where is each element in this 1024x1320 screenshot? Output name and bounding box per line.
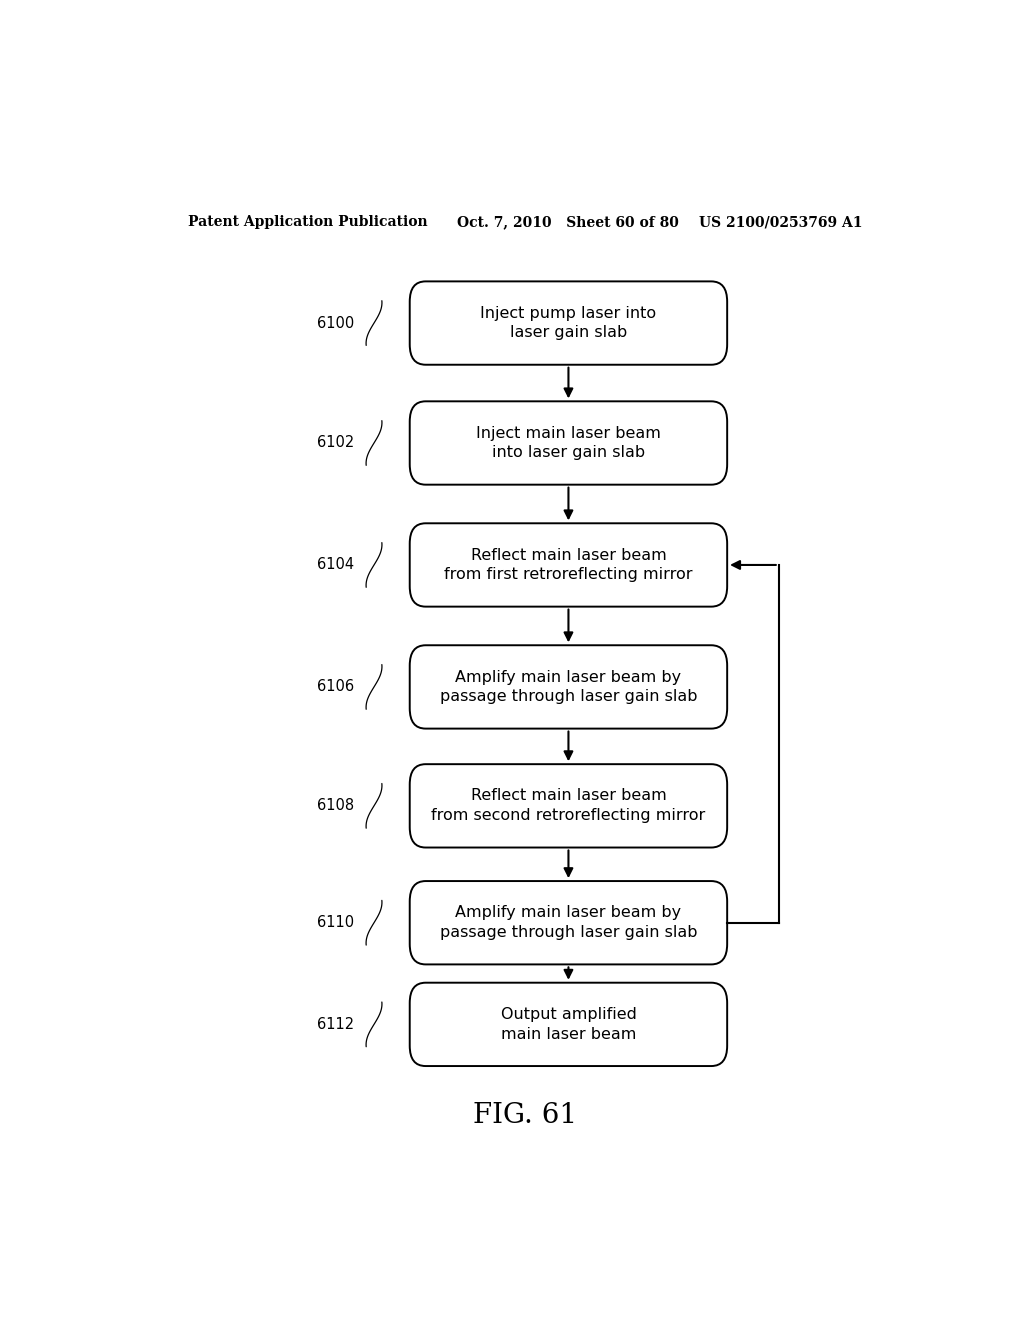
FancyBboxPatch shape — [410, 281, 727, 364]
Text: 6110: 6110 — [317, 915, 354, 931]
FancyBboxPatch shape — [410, 880, 727, 965]
Text: Inject pump laser into
laser gain slab: Inject pump laser into laser gain slab — [480, 306, 656, 341]
Text: Reflect main laser beam
from first retroreflecting mirror: Reflect main laser beam from first retro… — [444, 548, 692, 582]
Text: 6104: 6104 — [317, 557, 354, 573]
Text: 6102: 6102 — [316, 436, 354, 450]
Text: 6106: 6106 — [317, 680, 354, 694]
Text: Amplify main laser beam by
passage through laser gain slab: Amplify main laser beam by passage throu… — [439, 669, 697, 705]
FancyBboxPatch shape — [410, 401, 727, 484]
Text: Reflect main laser beam
from second retroreflecting mirror: Reflect main laser beam from second retr… — [431, 788, 706, 824]
Text: Amplify main laser beam by
passage through laser gain slab: Amplify main laser beam by passage throu… — [439, 906, 697, 940]
Text: Inject main laser beam
into laser gain slab: Inject main laser beam into laser gain s… — [476, 425, 660, 461]
Text: 6112: 6112 — [317, 1016, 354, 1032]
FancyBboxPatch shape — [410, 982, 727, 1067]
Text: 6108: 6108 — [317, 799, 354, 813]
Text: Output amplified
main laser beam: Output amplified main laser beam — [501, 1007, 636, 1041]
FancyBboxPatch shape — [410, 523, 727, 607]
Text: Oct. 7, 2010   Sheet 60 of 80: Oct. 7, 2010 Sheet 60 of 80 — [458, 215, 679, 230]
FancyBboxPatch shape — [410, 645, 727, 729]
FancyBboxPatch shape — [410, 764, 727, 847]
Text: Patent Application Publication: Patent Application Publication — [187, 215, 427, 230]
Text: 6100: 6100 — [316, 315, 354, 330]
Text: US 2100/0253769 A1: US 2100/0253769 A1 — [699, 215, 863, 230]
Text: FIG. 61: FIG. 61 — [473, 1102, 577, 1130]
